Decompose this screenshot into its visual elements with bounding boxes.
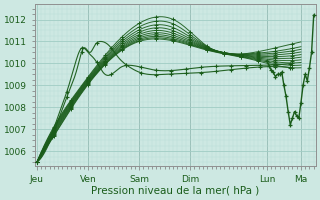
X-axis label: Pression niveau de la mer( hPa ): Pression niveau de la mer( hPa ) (91, 186, 260, 196)
